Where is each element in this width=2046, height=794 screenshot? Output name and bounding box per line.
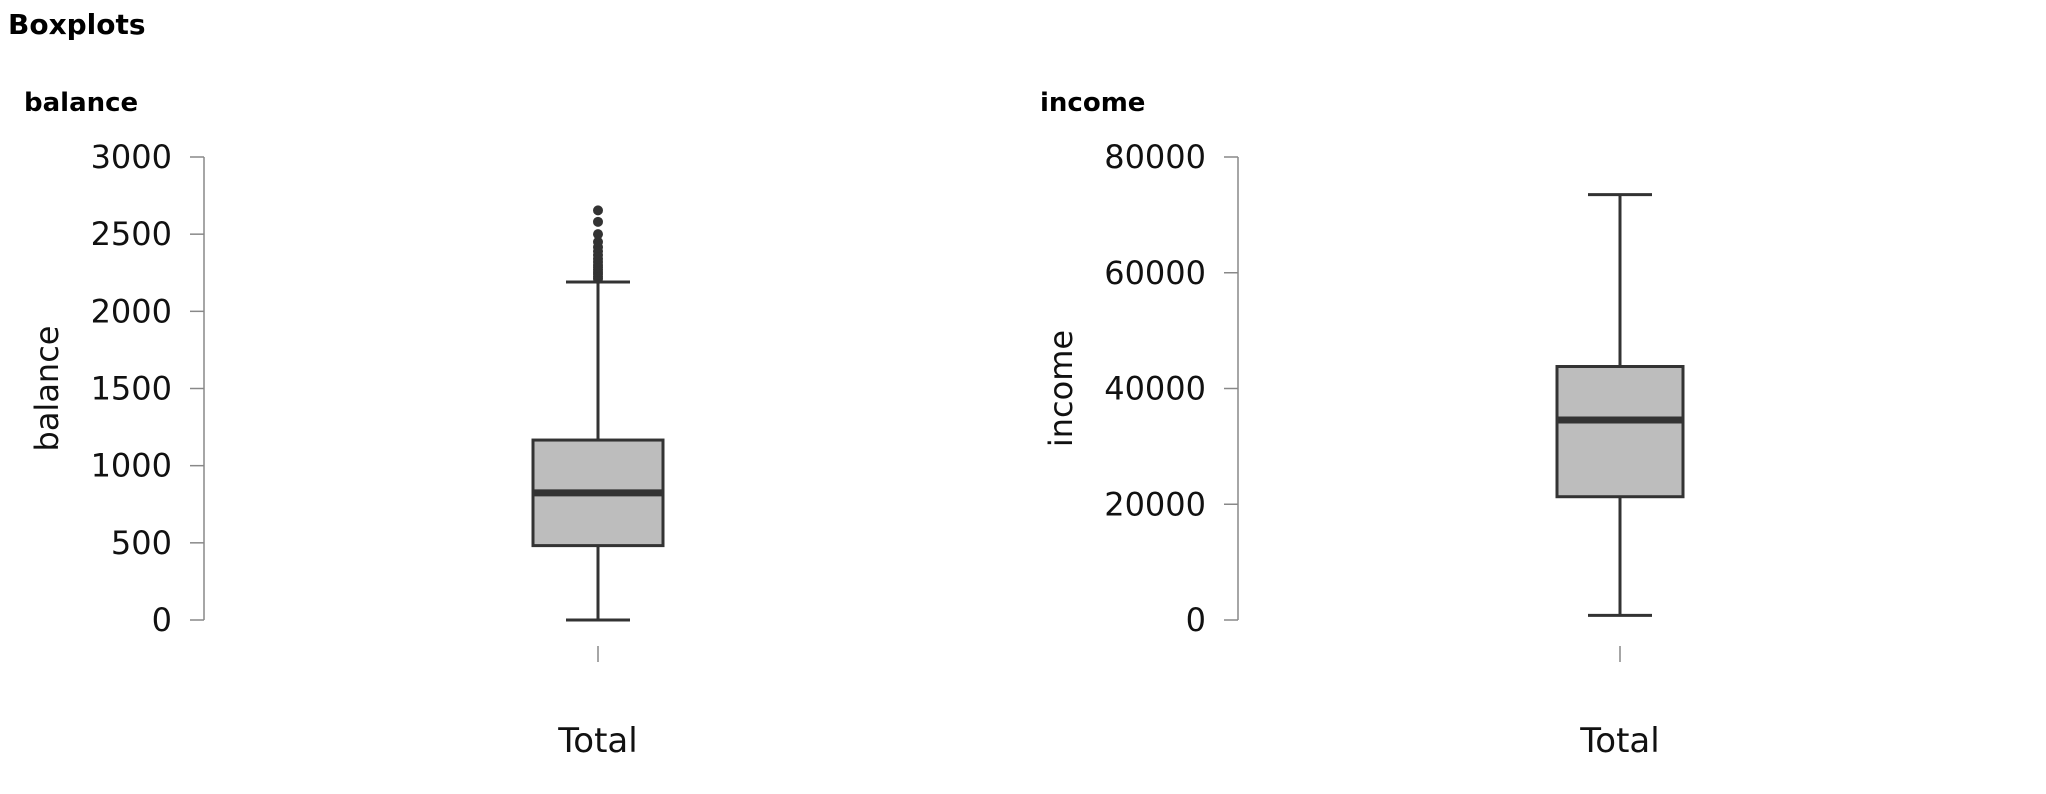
balance-y-tick-label: 500 (111, 524, 172, 562)
balance-outlier-point (593, 216, 603, 227)
balance-y-tick-label: 2500 (91, 215, 172, 253)
balance-y-tick-label: 1000 (91, 447, 172, 485)
income-panel-title: income (1040, 88, 1146, 118)
balance-panel-title: balance (24, 88, 139, 118)
income-y-tick-label: 80000 (1104, 138, 1206, 176)
income-y-tick-label: 0 (1186, 601, 1206, 639)
balance-y-tick-label: 2000 (91, 292, 172, 330)
income-x-category-label: Total (1579, 721, 1659, 761)
balance-y-tick-label: 1500 (91, 370, 172, 408)
page-title: Boxplots (8, 8, 146, 41)
balance-x-category-label: Total (557, 721, 637, 761)
income-y-tick-label: 60000 (1104, 254, 1206, 292)
balance-outlier-point (593, 205, 603, 216)
income-y-tick-label: 40000 (1104, 370, 1206, 408)
balance-outlier-point (593, 229, 603, 240)
balance-y-axis-label: balance (28, 326, 66, 452)
balance-y-tick-label: 0 (152, 601, 172, 639)
income-box (1555, 365, 1685, 499)
income-y-axis-label: income (1042, 330, 1080, 447)
income-y-tick-label: 20000 (1104, 485, 1206, 523)
balance-y-tick-label: 3000 (91, 138, 172, 176)
balance-outlier-point (593, 236, 603, 247)
